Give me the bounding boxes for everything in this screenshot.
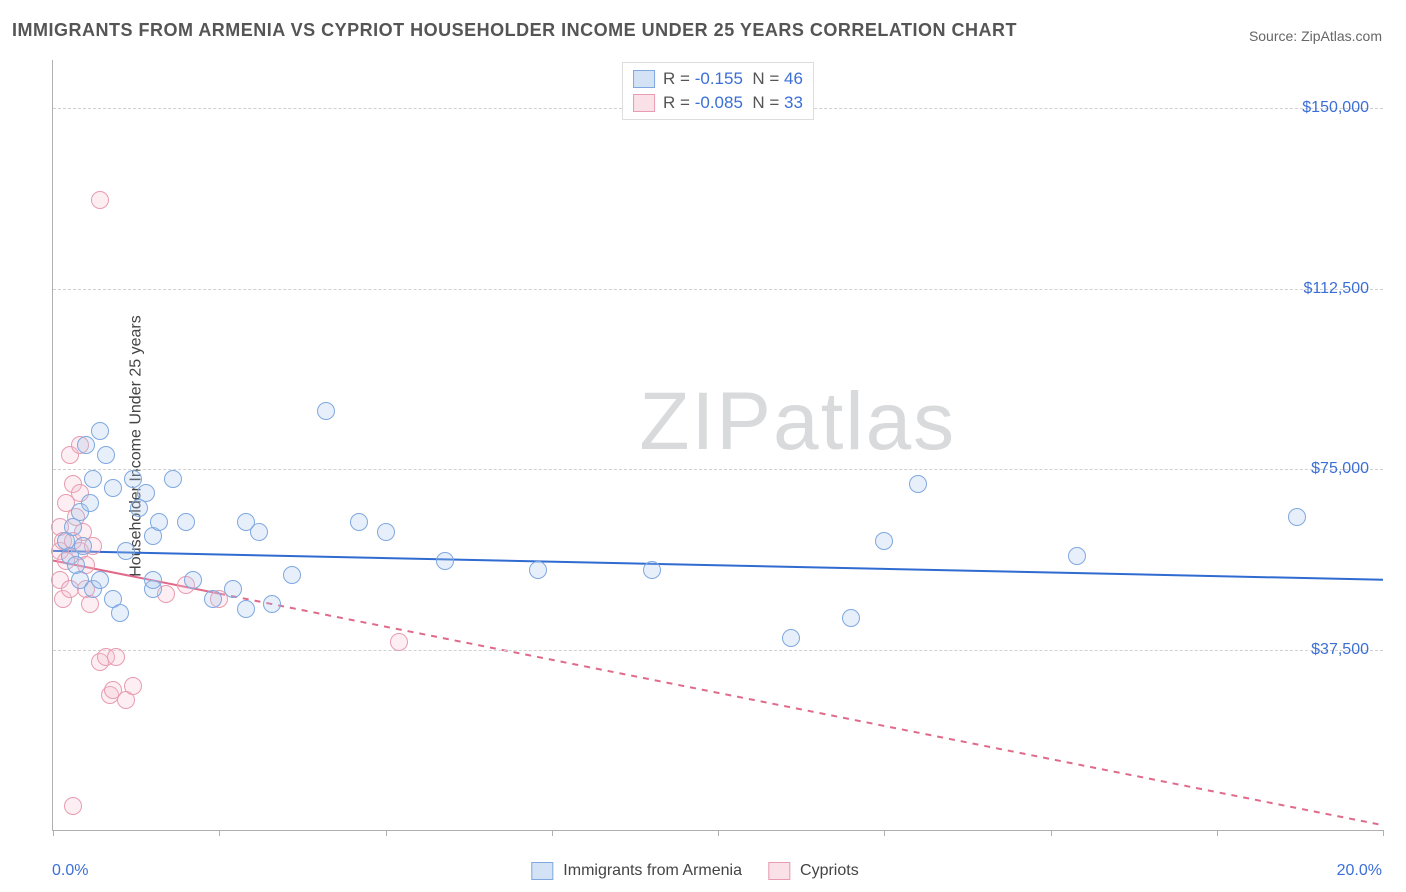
scatter-point-cypriots xyxy=(107,648,125,666)
scatter-point-armenia xyxy=(84,470,102,488)
scatter-point-armenia xyxy=(91,571,109,589)
scatter-point-armenia xyxy=(224,580,242,598)
legend-swatch-cypriots xyxy=(633,94,655,112)
legend-r-n-armenia: R = -0.155 N = 46 xyxy=(663,67,803,91)
scatter-point-cypriots xyxy=(124,677,142,695)
scatter-point-armenia xyxy=(377,523,395,541)
series-legend: Immigrants from Armenia Cypriots xyxy=(531,862,874,880)
source-label: Source: xyxy=(1249,28,1297,44)
scatter-point-armenia xyxy=(1068,547,1086,565)
scatter-point-armenia xyxy=(77,436,95,454)
gridline-horizontal xyxy=(53,289,1383,290)
scatter-point-armenia xyxy=(177,513,195,531)
x-tick xyxy=(718,830,719,836)
scatter-point-armenia xyxy=(204,590,222,608)
correlation-legend: R = -0.155 N = 46R = -0.085 N = 33 xyxy=(622,62,814,120)
legend-r-n-cypriots: R = -0.085 N = 33 xyxy=(663,91,803,115)
x-tick xyxy=(1383,830,1384,836)
legend-row-armenia: R = -0.155 N = 46 xyxy=(633,67,803,91)
scatter-point-armenia xyxy=(436,552,454,570)
x-tick xyxy=(884,830,885,836)
legend-row-cypriots: R = -0.085 N = 33 xyxy=(633,91,803,115)
plot-area: ZIPatlas R = -0.155 N = 46R = -0.085 N =… xyxy=(52,60,1383,831)
gridline-horizontal xyxy=(53,469,1383,470)
x-tick xyxy=(1051,830,1052,836)
y-tick-label: $75,000 xyxy=(1311,460,1369,478)
scatter-point-cypriots xyxy=(390,633,408,651)
scatter-point-cypriots xyxy=(64,797,82,815)
legend-bottom-label-armenia: Immigrants from Armenia xyxy=(563,862,742,880)
x-tick xyxy=(1217,830,1218,836)
scatter-point-armenia xyxy=(350,513,368,531)
scatter-point-cypriots xyxy=(91,191,109,209)
y-tick-label: $150,000 xyxy=(1302,99,1369,117)
gridline-horizontal xyxy=(53,650,1383,651)
x-axis-min-label: 0.0% xyxy=(52,862,88,880)
scatter-point-armenia xyxy=(111,604,129,622)
x-tick xyxy=(219,830,220,836)
legend-swatch-armenia xyxy=(633,70,655,88)
legend-bottom-label-cypriots: Cypriots xyxy=(800,862,859,880)
scatter-point-armenia xyxy=(164,470,182,488)
scatter-point-armenia xyxy=(137,484,155,502)
x-axis-max-label: 20.0% xyxy=(1337,862,1382,880)
scatter-point-armenia xyxy=(263,595,281,613)
y-tick-label: $112,500 xyxy=(1303,280,1369,298)
scatter-point-armenia xyxy=(283,566,301,584)
x-tick xyxy=(386,830,387,836)
scatter-point-armenia xyxy=(782,629,800,647)
legend-bottom-swatch-armenia xyxy=(531,862,553,880)
scatter-point-armenia xyxy=(1288,508,1306,526)
chart-title: IMMIGRANTS FROM ARMENIA VS CYPRIOT HOUSE… xyxy=(12,20,1017,41)
scatter-point-armenia xyxy=(81,494,99,512)
scatter-point-armenia xyxy=(909,475,927,493)
scatter-point-armenia xyxy=(250,523,268,541)
scatter-point-armenia xyxy=(124,470,142,488)
x-tick xyxy=(552,830,553,836)
scatter-point-armenia xyxy=(97,446,115,464)
source-attribution: Source: ZipAtlas.com xyxy=(1249,28,1382,44)
trendline-armenia-solid xyxy=(53,551,1383,580)
y-tick-label: $37,500 xyxy=(1311,641,1369,659)
trend-lines-layer xyxy=(53,60,1383,830)
scatter-point-armenia xyxy=(74,537,92,555)
scatter-point-armenia xyxy=(237,600,255,618)
scatter-point-armenia xyxy=(117,542,135,560)
scatter-point-armenia xyxy=(184,571,202,589)
scatter-point-armenia xyxy=(91,422,109,440)
scatter-point-armenia xyxy=(150,513,168,531)
x-tick xyxy=(53,830,54,836)
scatter-point-armenia xyxy=(643,561,661,579)
scatter-point-armenia xyxy=(144,571,162,589)
scatter-point-armenia xyxy=(104,479,122,497)
scatter-point-armenia xyxy=(875,532,893,550)
scatter-point-armenia xyxy=(842,609,860,627)
trendline-cypriots-dashed xyxy=(219,594,1383,826)
scatter-point-armenia xyxy=(529,561,547,579)
legend-bottom-swatch-cypriots xyxy=(768,862,790,880)
source-value: ZipAtlas.com xyxy=(1301,28,1382,44)
scatter-point-armenia xyxy=(317,402,335,420)
